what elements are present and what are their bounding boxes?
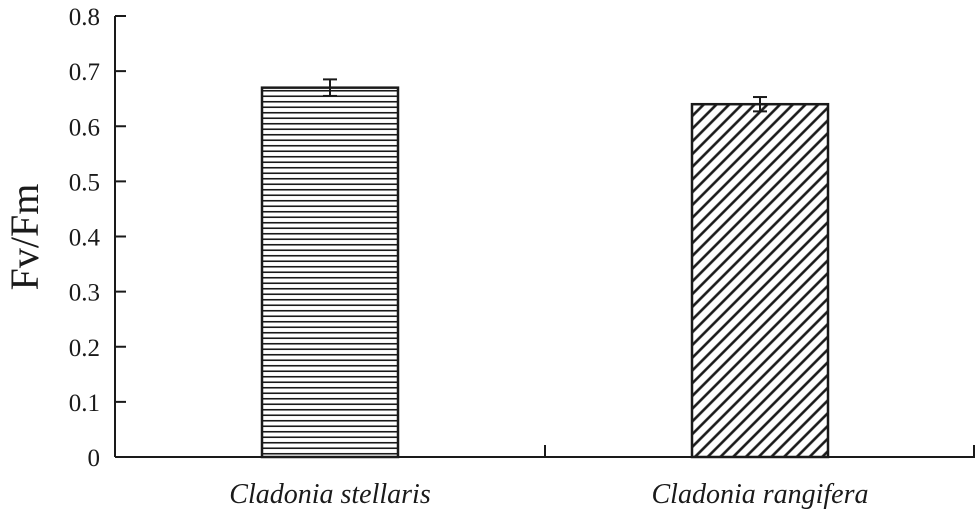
y-tick-label: 0.8 (69, 4, 100, 31)
y-tick-label: 0.5 (69, 169, 100, 196)
y-tick-label: 0.2 (69, 335, 100, 362)
y-tick-label: 0 (88, 445, 101, 472)
y-tick-label: 0.3 (69, 280, 100, 307)
bar-1 (260, 86, 400, 459)
y-tick-label: 0.1 (69, 390, 100, 417)
error-bar-2 (753, 96, 767, 113)
y-tick-label: 0.4 (69, 225, 101, 252)
error-bar-1 (323, 78, 337, 97)
category-label-2: Cladonia rangifera (651, 479, 868, 510)
y-ticks: 0 0.1 0.2 0.3 0.4 0.5 0.6 0.7 0.8 (69, 4, 126, 472)
x-ticks (544, 445, 975, 457)
y-axis-title: Fv/Fm (2, 184, 47, 291)
y-tick-label: 0.6 (69, 114, 100, 141)
category-label-1: Cladonia stellaris (229, 479, 431, 510)
y-tick-label: 0.7 (69, 59, 100, 86)
bar-2 (690, 102, 830, 459)
bars: Cladonia stellaris Cladonia rangifera (229, 78, 869, 510)
